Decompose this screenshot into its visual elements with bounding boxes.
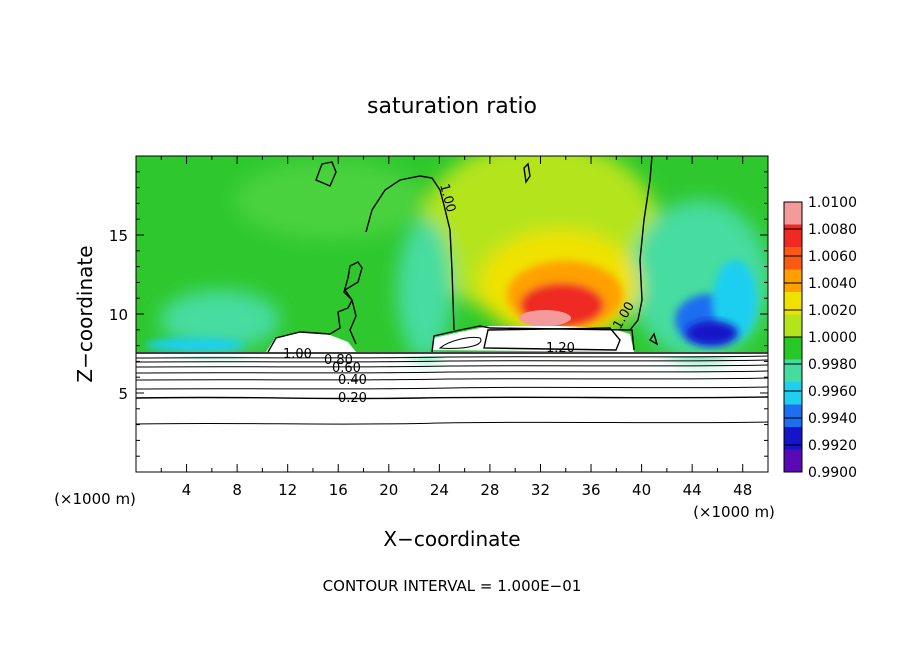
y-tick-label: 15 <box>109 227 128 245</box>
contour-label: 0.60 <box>332 361 361 376</box>
colorbar-swatch <box>784 292 802 315</box>
contour-label: 0.80 <box>324 353 353 368</box>
colorbar-label: 1.0020 <box>808 303 857 319</box>
contour-line-1.20 <box>483 327 621 351</box>
x-tick-label: 4 <box>182 481 192 499</box>
x-unit-label-left: (×1000 m) <box>54 490 136 508</box>
colorbar-label: 0.9900 <box>808 465 857 481</box>
blue-region-left <box>145 338 245 352</box>
colorbar-label: 1.0100 <box>808 195 857 211</box>
x-tick-label: 20 <box>379 481 398 499</box>
colorbar-label: 0.9960 <box>808 384 857 400</box>
colorbar-swatch <box>784 224 802 248</box>
x-tick-label: 40 <box>632 481 651 499</box>
contour-line-0.10 <box>136 421 768 425</box>
contour-label: 1.20 <box>546 341 575 356</box>
contour-line-0.30 <box>136 386 768 390</box>
colorbar-label: 0.9920 <box>808 438 857 454</box>
contour-line-1.00-top-small <box>523 162 531 184</box>
x-tick-label: 12 <box>278 481 297 499</box>
x-axis-label: X−coordinate <box>383 527 520 551</box>
colorbar-swatch <box>784 359 802 383</box>
colorbar: 1.0100 1.0080 1.0060 1.0040 1.0020 1.0000 0.99… <box>783 195 857 481</box>
contour-line-0.20 <box>136 396 768 400</box>
contour-label: 0.20 <box>338 391 367 406</box>
contour-interval-footer: CONTOUR INTERVAL = 1.000E−01 <box>323 577 582 595</box>
cloud-region-left <box>266 332 356 352</box>
cyan-region-mid <box>397 220 453 360</box>
y-axis-label: Z−coordinate <box>73 245 97 382</box>
contour-line-1.00-top-left <box>315 161 337 187</box>
colorbar-label: 0.9980 <box>808 357 857 373</box>
colorbar-swatch <box>784 404 802 428</box>
contour-label: 0.40 <box>338 373 367 388</box>
x-tick-label: 36 <box>581 481 600 499</box>
colorbar-swatch <box>784 247 802 270</box>
x-tick-label: 16 <box>329 481 348 499</box>
y-axis: 5 10 15 <box>109 171 768 457</box>
x-tick-label: 8 <box>232 481 242 499</box>
colorbar-label: 1.0040 <box>808 276 857 292</box>
chart-title: saturation ratio <box>367 94 537 119</box>
colorbar-swatch <box>784 269 802 293</box>
contour-line-0.80 <box>136 355 768 359</box>
x-axis: 4 8 12 16 20 24 28 32 36 40 44 48 <box>160 156 752 499</box>
colorbar-label: 1.0000 <box>808 330 857 346</box>
heatmap-field <box>136 156 768 472</box>
y-tick-label: 5 <box>118 385 128 403</box>
contour-lines <box>136 156 768 425</box>
colorbar-label: 0.9940 <box>808 411 857 427</box>
colorbar-label: 1.0080 <box>808 222 857 238</box>
contour-line-1.00-center-cloud <box>431 325 635 353</box>
contour-line-0.60 <box>136 364 768 368</box>
x-tick-label: 44 <box>683 481 702 499</box>
colorbar-swatch <box>784 337 802 360</box>
contour-line-1.00-left-cloud <box>267 261 363 353</box>
y-tick-label: 10 <box>109 306 128 324</box>
contour-line-1.10 <box>438 337 482 349</box>
contour-line-1.00-plume <box>365 175 455 331</box>
contour-line-0.70 <box>136 359 768 363</box>
moist-region-upper <box>235 160 425 240</box>
colorbar-swatch <box>784 314 802 338</box>
contour-label: 1.00 <box>436 182 458 214</box>
contour-label: 1.00 <box>283 347 312 362</box>
x-tick-label: 24 <box>430 481 449 499</box>
cloud-region-center <box>432 326 634 352</box>
lightblue-region-right <box>713 260 757 340</box>
colorbar-swatch <box>784 202 802 225</box>
contour-line-1.00-right <box>629 156 653 331</box>
colorbar-swatch <box>784 382 802 405</box>
x-tick-label: 48 <box>733 481 752 499</box>
x-tick-label: 32 <box>531 481 550 499</box>
x-unit-label-right: (×1000 m) <box>693 503 775 521</box>
contour-line-0.50 <box>136 370 768 374</box>
colorbar-swatch <box>784 449 802 473</box>
colorbar-swatch <box>784 427 802 450</box>
contour-line-1.00-small-right <box>649 332 659 346</box>
contour-line-0.40 <box>136 377 768 381</box>
x-tick-label: 28 <box>480 481 499 499</box>
pink-region <box>519 310 571 326</box>
cyan-region-left <box>160 290 280 350</box>
colorbar-label: 1.0060 <box>808 249 857 265</box>
darkblue-region-right <box>686 321 738 345</box>
